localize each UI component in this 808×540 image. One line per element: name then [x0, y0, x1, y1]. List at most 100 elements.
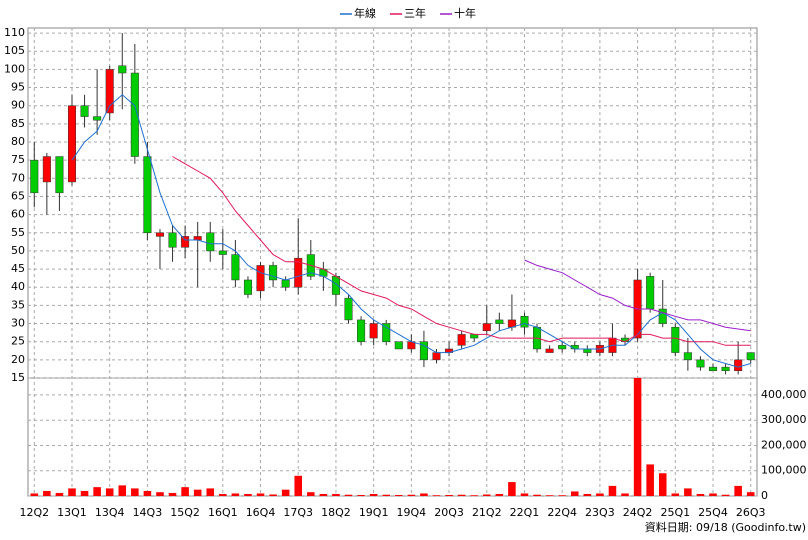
- candle-body: [30, 159, 39, 194]
- volume-bar: [658, 473, 667, 496]
- candle-body: [80, 105, 89, 117]
- volume-bar: [432, 495, 441, 496]
- y2-tick-label: 0: [761, 489, 768, 502]
- y-tick-label: 100: [4, 62, 25, 75]
- volume-bar: [269, 494, 277, 496]
- volume-bar: [307, 492, 315, 496]
- candle-body: [118, 65, 127, 74]
- legend-label: 年線: [354, 6, 376, 20]
- y2-tick-label: 300,000: [761, 413, 807, 426]
- candle-body: [696, 359, 705, 368]
- candle-body: [155, 232, 164, 237]
- volume-bar: [80, 490, 89, 496]
- volume-bar: [596, 493, 604, 496]
- candle-body: [382, 323, 391, 342]
- candle-body: [646, 276, 655, 310]
- volume-bar: [646, 464, 654, 496]
- x-tick-label: 20Q3: [434, 506, 464, 519]
- x-tick-label: 24Q2: [623, 506, 653, 519]
- volume-bar: [684, 488, 692, 496]
- x-tick-label: 16Q4: [246, 506, 276, 519]
- x-tick-label: 13Q1: [57, 506, 87, 519]
- candle-body: [130, 72, 139, 157]
- volume-bar: [43, 490, 51, 496]
- candle-body: [294, 257, 303, 288]
- y-tick-label: 80: [11, 135, 25, 148]
- volume-bar: [156, 492, 164, 496]
- volume-bar: [495, 493, 504, 496]
- volume-bar: [93, 487, 101, 496]
- candle-body: [357, 319, 366, 342]
- candle-body: [93, 116, 102, 121]
- candle-body: [394, 341, 403, 350]
- volume-bar: [105, 488, 114, 496]
- y-tick-label: 15: [11, 371, 25, 384]
- y-tick-label: 30: [11, 317, 25, 330]
- volume-bar: [168, 492, 177, 496]
- candle-body: [520, 316, 529, 328]
- volume-bar: [193, 489, 202, 496]
- x-tick-label: 14Q3: [133, 506, 163, 519]
- volume-bar: [608, 485, 617, 496]
- y2-tick-label: 100,000: [761, 464, 807, 477]
- volume-bar: [420, 493, 428, 496]
- candle-body: [206, 232, 215, 252]
- candle-body: [658, 308, 667, 324]
- y-tick-label: 45: [11, 262, 25, 275]
- volume-bar: [621, 493, 629, 496]
- x-tick-label: 25Q4: [698, 506, 728, 519]
- volume-bar: [332, 493, 340, 496]
- volume-bar: [256, 493, 265, 496]
- candle-body: [281, 279, 290, 288]
- volume-bar: [445, 494, 453, 496]
- candle-body: [671, 326, 680, 353]
- x-tick-label: 23Q3: [585, 506, 615, 519]
- candle-body: [193, 236, 202, 241]
- volume-bar: [671, 493, 680, 496]
- x-tick-label: 21Q2: [472, 506, 502, 519]
- x-tick-label: 17Q3: [283, 506, 313, 519]
- x-tick-label: 15Q2: [170, 506, 200, 519]
- legend-label: 十年: [454, 6, 476, 20]
- candle-body: [558, 345, 567, 350]
- candle-body: [105, 69, 114, 114]
- y-tick-label: 40: [11, 280, 25, 293]
- volume-bar: [482, 494, 491, 496]
- volume-bar: [696, 493, 705, 496]
- y-tick-label: 55: [11, 226, 25, 239]
- y2-tick-label: 200,000: [761, 438, 807, 451]
- y-tick-label: 90: [11, 99, 25, 112]
- candle-body: [218, 250, 227, 255]
- candle-body: [683, 352, 692, 361]
- volume-bar: [30, 493, 39, 496]
- candle-body: [721, 366, 730, 371]
- candle-body: [746, 352, 755, 361]
- y-tick-label: 65: [11, 189, 25, 202]
- x-tick-label: 19Q1: [359, 506, 389, 519]
- volume-bar: [570, 491, 579, 496]
- candle-body: [419, 341, 428, 361]
- candle-body: [256, 265, 265, 292]
- y-tick-label: 85: [11, 117, 25, 130]
- volume-bar: [143, 490, 152, 496]
- y-tick-label: 35: [11, 298, 25, 311]
- y-tick-label: 95: [11, 81, 25, 94]
- candle-body: [168, 232, 177, 248]
- y-tick-label: 25: [11, 335, 25, 348]
- volume-bar: [709, 493, 717, 496]
- volume-bar: [470, 495, 478, 496]
- volume-bar: [734, 485, 742, 496]
- volume-bar: [357, 494, 365, 496]
- volume-bar: [131, 488, 139, 496]
- candle-body: [545, 348, 554, 353]
- volume-bar: [407, 494, 416, 496]
- volume-bar: [319, 493, 328, 496]
- volume-bar: [281, 489, 290, 496]
- y2-tick-label: 400,000: [761, 388, 807, 401]
- volume-bar: [231, 493, 240, 496]
- footer: 資料日期: 09/18 (Goodinfo.tw): [645, 520, 806, 534]
- volume-bar: [545, 495, 554, 496]
- volume-bar: [294, 475, 303, 496]
